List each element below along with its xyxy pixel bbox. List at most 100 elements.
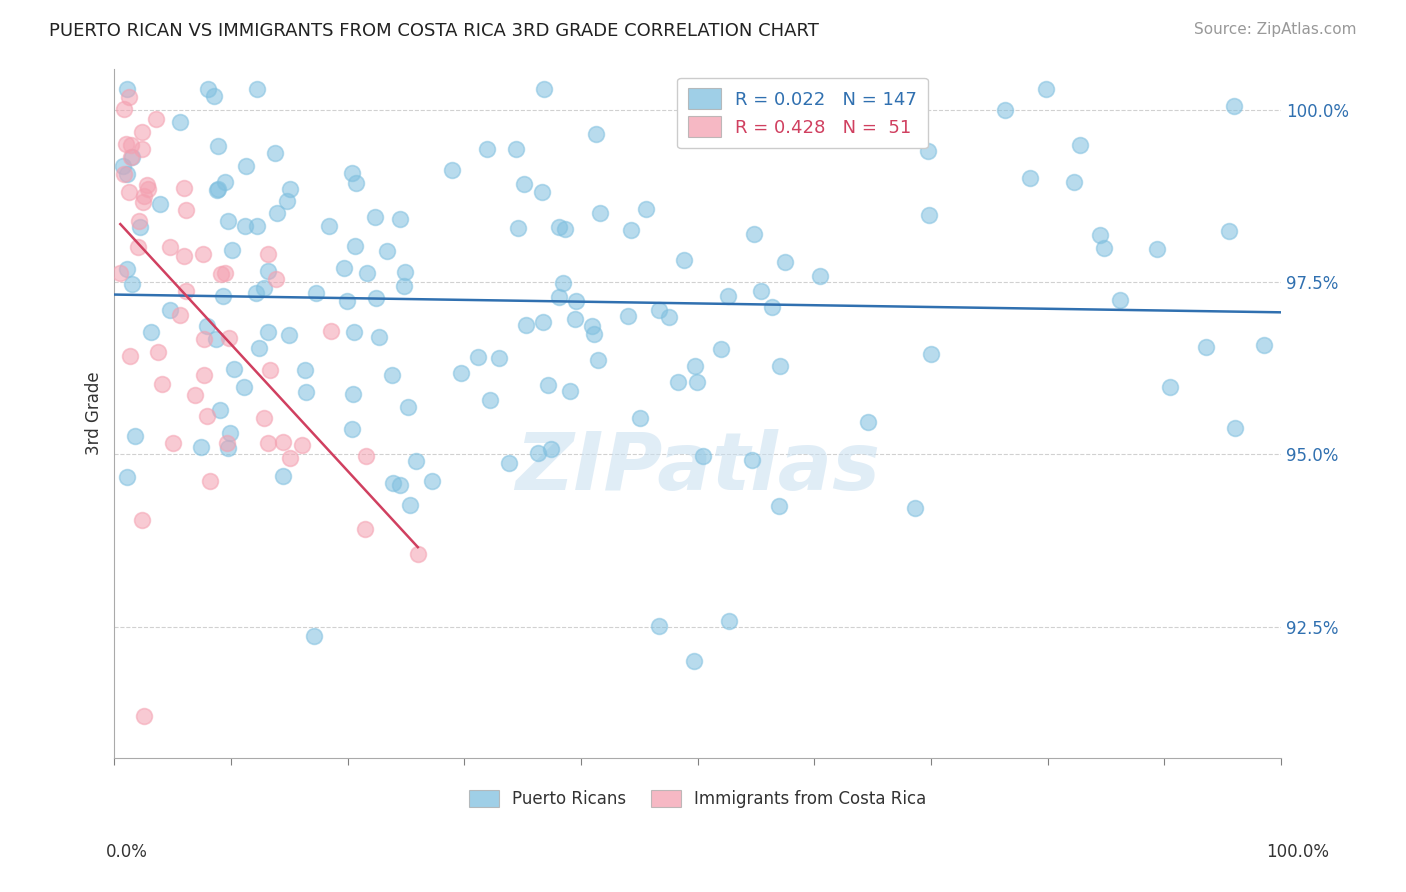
Point	[686, 127, 709, 141]
Point	[115, 470, 138, 484]
Point	[589, 206, 612, 220]
Point	[620, 223, 643, 237]
Point	[219, 426, 242, 441]
Point	[112, 102, 135, 116]
Point	[127, 240, 149, 254]
Point	[304, 285, 326, 300]
Point	[406, 548, 429, 562]
Point	[768, 499, 790, 513]
Point	[195, 409, 218, 424]
Point	[585, 127, 607, 141]
Point	[1108, 293, 1130, 307]
Point	[921, 347, 943, 361]
Point	[112, 167, 135, 181]
Point	[193, 368, 215, 383]
Point	[478, 392, 501, 407]
Point	[717, 614, 740, 628]
Point	[259, 363, 281, 377]
Point	[224, 362, 246, 376]
Point	[214, 175, 236, 189]
Point	[1088, 227, 1111, 242]
Point	[131, 142, 153, 156]
Point	[742, 227, 765, 242]
Point	[477, 142, 499, 156]
Point	[808, 268, 831, 283]
Point	[115, 82, 138, 96]
Y-axis label: 3rd Grade: 3rd Grade	[86, 371, 103, 455]
Point	[904, 500, 927, 515]
Point	[207, 182, 229, 196]
Point	[692, 449, 714, 463]
Point	[1035, 82, 1057, 96]
Point	[388, 211, 411, 226]
Point	[246, 219, 269, 233]
Point	[1069, 138, 1091, 153]
Point	[115, 262, 138, 277]
Point	[994, 103, 1017, 118]
Point	[256, 435, 278, 450]
Point	[253, 411, 276, 425]
Point	[278, 450, 301, 465]
Point	[207, 139, 229, 153]
Text: ZIPatlas: ZIPatlas	[515, 429, 880, 508]
Point	[382, 476, 405, 491]
Point	[132, 195, 155, 210]
Point	[202, 89, 225, 103]
Point	[344, 176, 367, 190]
Point	[257, 264, 280, 278]
Point	[368, 330, 391, 344]
Point	[132, 189, 155, 203]
Point	[647, 619, 669, 633]
Point	[749, 284, 772, 298]
Point	[666, 375, 689, 389]
Point	[1195, 340, 1218, 354]
Point	[364, 291, 387, 305]
Point	[233, 380, 256, 394]
Point	[342, 166, 364, 180]
Point	[278, 181, 301, 195]
Point	[336, 294, 359, 309]
Point	[197, 82, 219, 96]
Point	[1253, 338, 1275, 352]
Point	[634, 202, 657, 216]
Point	[169, 115, 191, 129]
Point	[682, 654, 704, 668]
Point	[353, 522, 375, 536]
Point	[256, 246, 278, 260]
Point	[396, 400, 419, 414]
Point	[582, 326, 605, 341]
Point	[131, 513, 153, 527]
Point	[381, 368, 404, 383]
Point	[124, 429, 146, 443]
Point	[1223, 99, 1246, 113]
Point	[533, 82, 555, 96]
Point	[506, 221, 529, 235]
Point	[246, 82, 269, 96]
Point	[184, 387, 207, 401]
Point	[204, 332, 226, 346]
Point	[683, 359, 706, 373]
Point	[198, 475, 221, 489]
Point	[159, 240, 181, 254]
Point	[138, 181, 160, 195]
Point	[256, 326, 278, 340]
Point	[527, 446, 550, 460]
Point	[467, 350, 489, 364]
Point	[294, 363, 316, 377]
Text: PUERTO RICAN VS IMMIGRANTS FROM COSTA RICA 3RD GRADE CORRELATION CHART: PUERTO RICAN VS IMMIGRANTS FROM COSTA RI…	[49, 22, 820, 40]
Point	[741, 453, 763, 467]
Point	[221, 243, 243, 257]
Point	[110, 266, 132, 280]
Point	[159, 302, 181, 317]
Text: 0.0%: 0.0%	[105, 843, 148, 861]
Point	[118, 90, 141, 104]
Point	[212, 289, 235, 303]
Point	[856, 415, 879, 429]
Point	[207, 182, 229, 196]
Point	[271, 469, 294, 483]
Point	[450, 366, 472, 380]
Point	[356, 266, 378, 280]
Point	[343, 239, 366, 253]
Point	[217, 441, 239, 455]
Point	[291, 438, 314, 452]
